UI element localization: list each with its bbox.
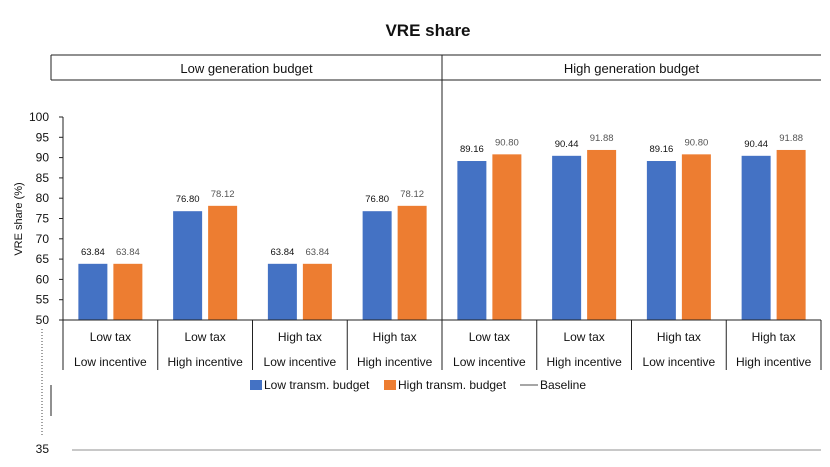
- bars: [78, 149, 806, 320]
- data-label: 90.80: [495, 137, 519, 148]
- y-tick-label: 55: [36, 293, 50, 307]
- chart-frame: [41, 54, 821, 451]
- category-tax-label: Low tax: [469, 330, 510, 344]
- data-label: 91.88: [590, 133, 614, 144]
- category-incentive-label: Low incentive: [453, 355, 526, 369]
- bar-high-transm-3: [302, 263, 332, 320]
- bar-low-transm-8: [741, 155, 771, 320]
- data-labels: 63.84 63.84 76.80 78.12 63.84 63.84 76.80 78.12…: [81, 133, 803, 258]
- bar-low-transm-3: [267, 263, 297, 320]
- y-tick-label: 60: [36, 272, 50, 286]
- data-label: 76.80: [176, 194, 200, 205]
- panel-headers: Low generation budget High generation bud…: [180, 61, 699, 76]
- bar-low-transm-1: [78, 263, 108, 320]
- y-tick-label: 75: [36, 212, 50, 226]
- bar-low-transm-4: [362, 211, 392, 320]
- bar-low-transm-7: [646, 161, 676, 320]
- y-tick-label: 90: [36, 151, 50, 165]
- y-tick-label-break: 35: [36, 442, 50, 456]
- panel-header-1: Low generation budget: [180, 61, 313, 76]
- y-axis-label: VRE share (%): [13, 182, 25, 255]
- data-label: 76.80: [365, 194, 389, 205]
- legend-swatch-2: [384, 380, 396, 390]
- data-label: 90.44: [744, 139, 768, 150]
- category-tax-label: High tax: [278, 330, 322, 344]
- bar-high-transm-4: [397, 205, 427, 320]
- data-label: 91.88: [779, 133, 803, 144]
- category-incentive-label: High incentive: [167, 355, 243, 369]
- bar-high-transm-2: [208, 205, 238, 320]
- y-tick-label: 50: [36, 313, 50, 327]
- legend-entry-2: High transm. budget: [398, 378, 507, 392]
- y-tick-label: 85: [36, 171, 50, 185]
- y-axis: 50 55 60 65 70 75 80 85 90 95 100 35: [29, 110, 64, 456]
- bar-high-transm-6: [587, 149, 617, 320]
- legend-entry-baseline: Baseline: [540, 378, 586, 392]
- bar-low-transm-6: [552, 155, 582, 320]
- chart-title: VRE share: [385, 21, 470, 40]
- data-label: 90.80: [684, 137, 708, 148]
- y-tick-label: 70: [36, 232, 50, 246]
- category-incentive-label: High incentive: [357, 355, 433, 369]
- category-incentive-label: Low incentive: [74, 355, 147, 369]
- bar-low-transm-5: [457, 161, 487, 320]
- legend: Low transm. budget High transm. budget Bas…: [250, 378, 586, 392]
- data-label: 63.84: [305, 247, 329, 258]
- bar-high-transm-8: [776, 149, 806, 320]
- data-label: 63.84: [81, 247, 105, 258]
- category-tax-label: High tax: [657, 330, 701, 344]
- legend-swatch-1: [250, 380, 262, 390]
- category-tax-label: High tax: [373, 330, 417, 344]
- data-label: 89.16: [649, 144, 673, 155]
- bar-low-transm-2: [173, 211, 203, 320]
- data-label: 63.84: [270, 247, 294, 258]
- y-tick-label: 65: [36, 252, 50, 266]
- y-tick-label: 80: [36, 191, 50, 205]
- bar-high-transm-1: [113, 263, 143, 320]
- category-incentive-label: Low incentive: [643, 355, 716, 369]
- category-tax-label: Low tax: [90, 330, 131, 344]
- data-label: 78.12: [211, 189, 235, 200]
- category-tax-label: Low tax: [184, 330, 225, 344]
- bar-high-transm-7: [681, 154, 711, 320]
- category-tax-label: Low tax: [563, 330, 604, 344]
- data-label: 63.84: [116, 247, 140, 258]
- category-incentive-label: High incentive: [736, 355, 812, 369]
- data-label: 90.44: [555, 139, 579, 150]
- category-tax-label: High tax: [752, 330, 796, 344]
- category-incentive-label: Low incentive: [264, 355, 337, 369]
- category-axis: Low tax Low incentive Low tax High incentiv…: [62, 319, 822, 370]
- bar-high-transm-5: [492, 154, 522, 320]
- data-label: 78.12: [400, 189, 424, 200]
- data-label: 89.16: [460, 144, 484, 155]
- legend-entry-1: Low transm. budget: [264, 378, 370, 392]
- y-tick-label: 100: [29, 110, 49, 124]
- y-tick-label: 95: [36, 130, 50, 144]
- panel-header-2: High generation budget: [564, 61, 700, 76]
- category-incentive-label: High incentive: [546, 355, 622, 369]
